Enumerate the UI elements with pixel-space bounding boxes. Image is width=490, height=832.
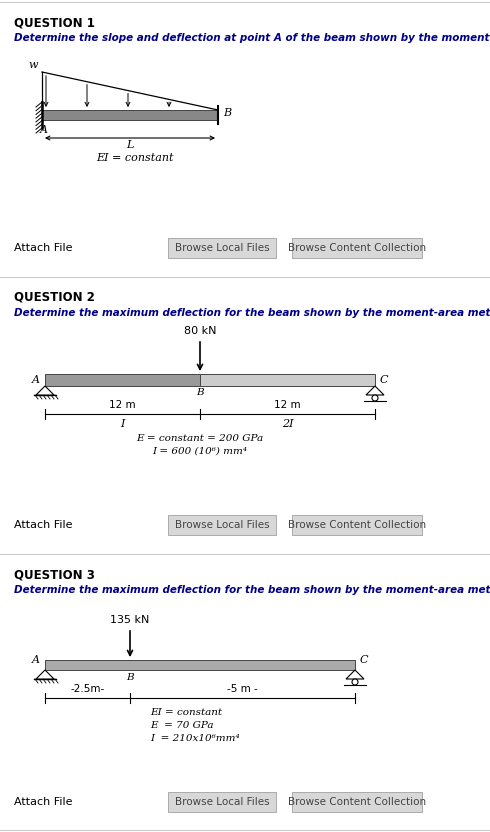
Text: EI = constant: EI = constant [96,153,174,163]
Polygon shape [346,670,364,679]
Text: Browse Content Collection: Browse Content Collection [288,520,426,530]
Text: E  = 70 GPa: E = 70 GPa [150,721,214,730]
FancyBboxPatch shape [168,792,276,812]
Text: E = constant = 200 GPa: E = constant = 200 GPa [136,434,264,443]
Text: EI = constant: EI = constant [150,708,222,717]
Text: B: B [126,673,134,682]
Circle shape [372,395,378,401]
FancyBboxPatch shape [168,515,276,535]
Text: QUESTION 1: QUESTION 1 [14,16,95,29]
Text: C: C [360,655,368,665]
Text: A: A [32,375,40,385]
Text: Attach File: Attach File [14,520,73,530]
Circle shape [352,679,358,685]
Text: A: A [40,125,48,135]
Text: Browse Content Collection: Browse Content Collection [288,243,426,253]
Text: w: w [28,60,38,70]
Text: QUESTION 3: QUESTION 3 [14,568,95,581]
FancyBboxPatch shape [168,238,276,258]
Text: A: A [32,655,40,665]
Text: Attach File: Attach File [14,243,73,253]
FancyBboxPatch shape [292,792,422,812]
FancyBboxPatch shape [292,238,422,258]
Text: 135 kN: 135 kN [110,615,149,625]
Text: -2.5m-: -2.5m- [71,684,105,694]
Polygon shape [366,386,384,395]
Bar [45,374,200,386]
Text: Browse Local Files: Browse Local Files [175,243,270,253]
Text: 2I: 2I [282,419,293,429]
Bar [45,660,355,670]
Text: Determine the maximum deflection for the beam shown by the moment-area method.: Determine the maximum deflection for the… [14,585,490,595]
Text: B: B [223,108,231,118]
Text: Browse Local Files: Browse Local Files [175,520,270,530]
Polygon shape [36,386,54,395]
Text: I = 600 (10⁶) mm⁴: I = 600 (10⁶) mm⁴ [152,447,247,456]
Text: C: C [380,375,389,385]
Text: 12 m: 12 m [109,400,136,410]
Text: -5 m -: -5 m - [227,684,258,694]
Text: I  = 210x10⁶mm⁴: I = 210x10⁶mm⁴ [150,734,240,743]
Text: Attach File: Attach File [14,797,73,807]
Text: L: L [126,140,134,150]
Text: Determine the maximum deflection for the beam shown by the moment-area method.: Determine the maximum deflection for the… [14,308,490,318]
Bar [42,110,218,120]
Text: 12 m: 12 m [274,400,301,410]
Text: B: B [196,388,204,397]
Polygon shape [36,670,54,679]
Text: Determine the slope and deflection at point A of the beam shown by the moment-ar: Determine the slope and deflection at po… [14,33,490,43]
Text: QUESTION 2: QUESTION 2 [14,291,95,304]
Text: Browse Local Files: Browse Local Files [175,797,270,807]
Text: I: I [121,419,124,429]
Text: 80 kN: 80 kN [184,326,216,336]
FancyBboxPatch shape [292,515,422,535]
Text: Browse Content Collection: Browse Content Collection [288,797,426,807]
Bar [200,374,375,386]
